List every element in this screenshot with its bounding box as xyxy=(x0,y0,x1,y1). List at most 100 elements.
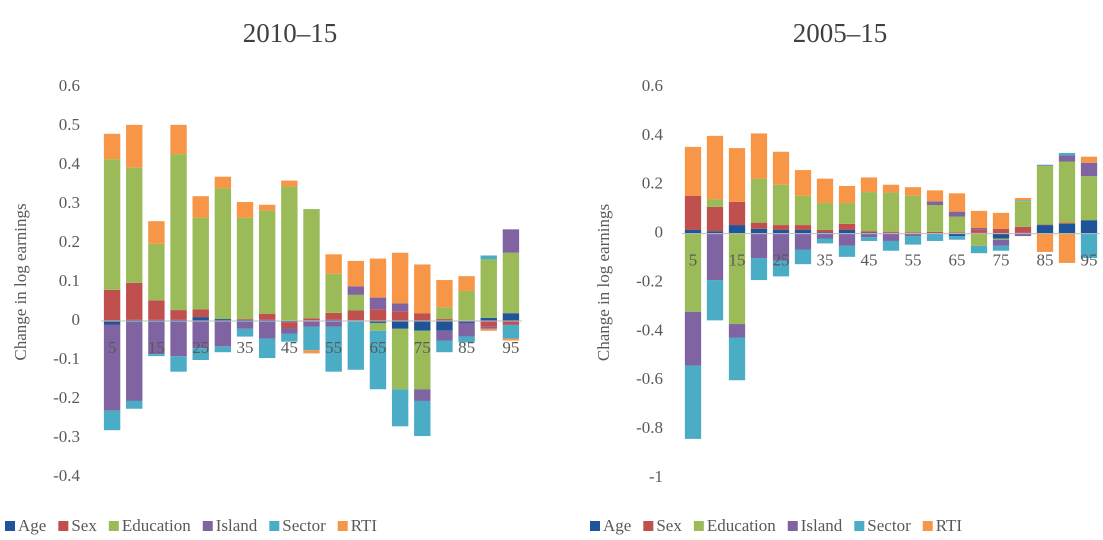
x-tick-label: 15 xyxy=(729,251,746,270)
bar-segment xyxy=(728,337,746,381)
bar-segment xyxy=(794,225,812,230)
bar-segment xyxy=(728,233,746,325)
bar-segment xyxy=(458,276,475,291)
bar-segment xyxy=(838,223,856,230)
y-tick-label: 0.6 xyxy=(59,76,80,95)
bar-segment xyxy=(882,192,900,232)
bar-segment xyxy=(750,178,768,223)
y-axis-label: Change in log earnings xyxy=(594,204,613,361)
bar-segment xyxy=(103,289,121,321)
bar-segment xyxy=(391,303,409,312)
bar-segment xyxy=(236,319,254,321)
bar-segment xyxy=(502,321,520,325)
bar-segment xyxy=(436,319,453,321)
legend-swatch xyxy=(108,521,119,531)
bar-segment xyxy=(258,338,276,359)
bar-segment xyxy=(170,356,187,372)
bar-segment xyxy=(258,319,276,321)
x-tick-label: 25 xyxy=(192,338,209,357)
bar-segment xyxy=(684,311,702,366)
bar-segment xyxy=(1036,165,1054,225)
bar-segment xyxy=(684,365,702,439)
legend-label: Island xyxy=(216,516,258,535)
bar-segment xyxy=(502,324,520,339)
bar-segment xyxy=(192,321,209,349)
bar-segment xyxy=(148,300,165,320)
x-tick-label: 35 xyxy=(817,251,834,270)
bar-segment xyxy=(502,252,520,314)
bar-segment xyxy=(236,321,254,329)
bar-segment xyxy=(882,184,900,193)
bar-segment xyxy=(303,321,320,327)
bar-segment xyxy=(414,389,431,401)
bar-segment xyxy=(436,280,453,308)
bar-segment xyxy=(816,238,834,244)
bar-segment xyxy=(860,232,878,234)
bar-segment xyxy=(258,313,276,320)
y-tick-label: -0.4 xyxy=(53,466,80,485)
bar-segment xyxy=(103,133,121,160)
y-tick-label: 0.5 xyxy=(59,115,80,134)
bar-segment xyxy=(325,321,342,327)
bar-segment xyxy=(1080,156,1098,163)
bar-segment xyxy=(369,330,387,390)
y-tick-label: -0.4 xyxy=(636,320,663,339)
bar-segment xyxy=(1080,162,1098,177)
bar-segment xyxy=(838,185,856,204)
bar-segment xyxy=(103,159,121,290)
bar-segment xyxy=(816,233,834,239)
bar-segment xyxy=(1036,233,1054,252)
bar-segment xyxy=(926,190,944,202)
bar-segment xyxy=(170,321,187,357)
bar-segment xyxy=(214,319,232,321)
y-tick-label: 0.4 xyxy=(642,125,664,144)
bar-segment xyxy=(926,231,944,234)
bar-segment xyxy=(970,228,988,230)
bar-segment xyxy=(458,290,475,321)
bar-segment xyxy=(192,309,209,318)
bar-segment xyxy=(882,231,900,233)
legend-swatch xyxy=(787,521,798,531)
x-tick-label: 75 xyxy=(993,251,1010,270)
bar-segment xyxy=(126,282,143,320)
bar-segment xyxy=(436,307,453,320)
bar-segment xyxy=(303,209,320,319)
legend-label: Education xyxy=(707,516,776,535)
bar-segment xyxy=(480,328,497,331)
bar-segment xyxy=(414,400,431,437)
legend-swatch xyxy=(269,521,280,531)
bar-segment xyxy=(728,148,746,202)
bar-segment xyxy=(281,333,298,342)
bar-segment xyxy=(1014,226,1032,233)
bar-segment xyxy=(1080,233,1098,259)
x-tick-label: 95 xyxy=(502,338,519,357)
bar-segment xyxy=(1058,155,1076,162)
legend-label: Sex xyxy=(656,516,682,535)
bar-segment xyxy=(391,389,409,427)
bar-segment xyxy=(1058,152,1076,156)
bar-segment xyxy=(948,233,966,237)
bar-segment xyxy=(794,170,812,196)
bar-segment xyxy=(391,328,409,390)
bar-segment xyxy=(192,196,209,218)
bar-segment xyxy=(325,312,342,320)
bar-segment xyxy=(303,318,320,321)
bar-segment xyxy=(926,201,944,206)
bar-segment xyxy=(148,321,165,355)
bar-segment xyxy=(436,330,453,341)
chart-title: 2010–15 xyxy=(243,18,338,48)
bar-segment xyxy=(236,202,254,218)
bar-segment xyxy=(502,229,520,253)
bar-segment xyxy=(1014,197,1032,201)
legend-label: RTI xyxy=(936,516,963,535)
bar-segment xyxy=(347,286,365,295)
legend-swatch xyxy=(643,521,654,531)
bar-segment xyxy=(148,354,165,357)
bar-segment xyxy=(458,322,475,337)
bar-segment xyxy=(148,319,165,321)
y-tick-label: -0.6 xyxy=(636,369,663,388)
bar-segment xyxy=(948,232,966,234)
bar-segment xyxy=(258,204,276,211)
x-tick-label: 65 xyxy=(949,251,966,270)
x-tick-label: 65 xyxy=(369,338,386,357)
